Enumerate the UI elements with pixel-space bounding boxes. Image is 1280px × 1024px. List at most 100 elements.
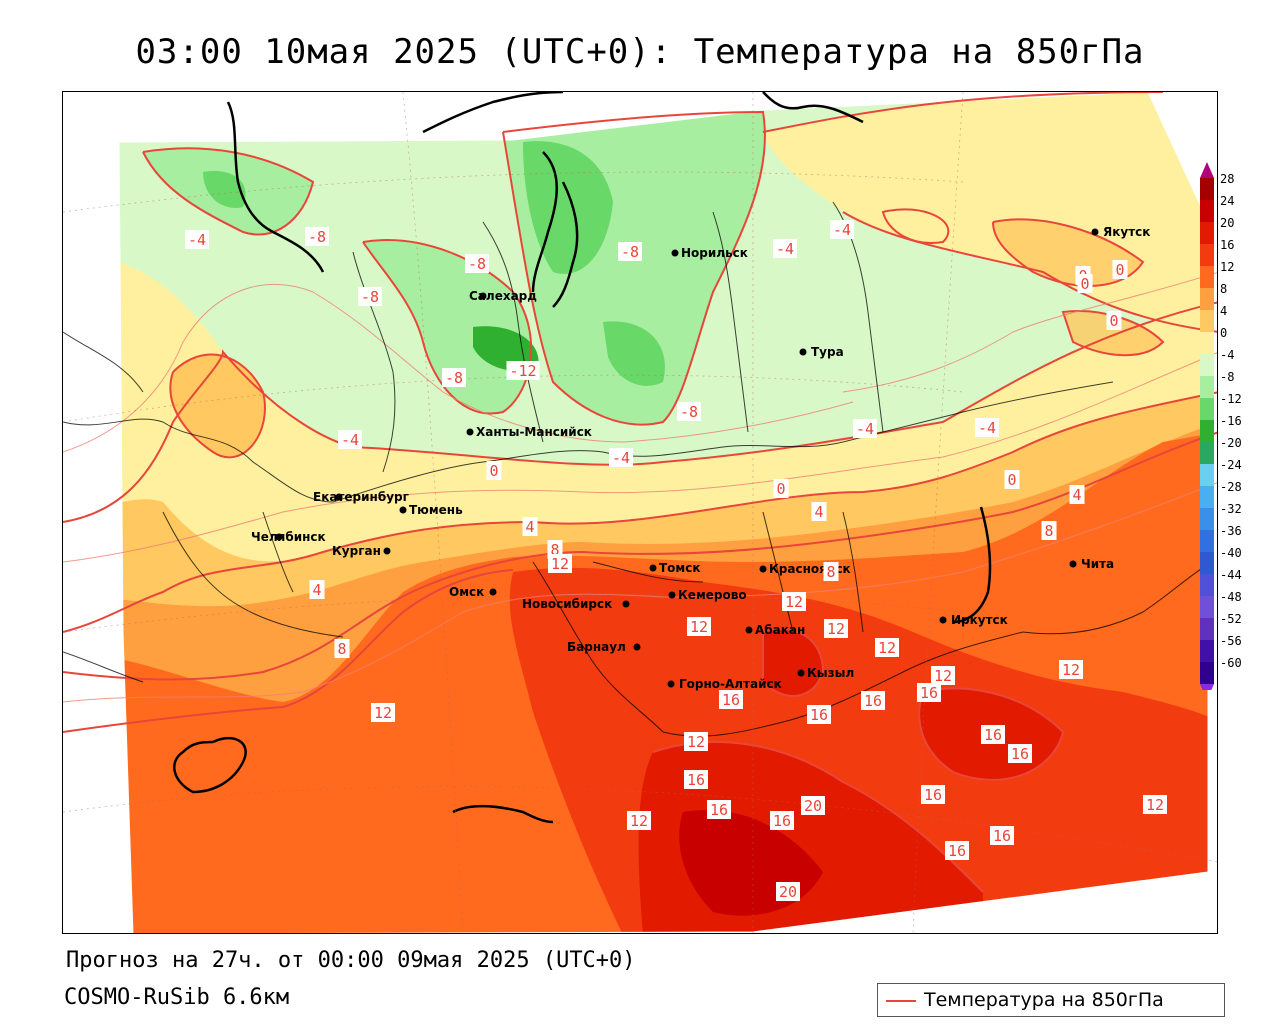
city-label: Омск: [449, 585, 484, 599]
isotherm-label-bg: [618, 242, 642, 261]
isotherm-label-bg: [1059, 660, 1083, 679]
city-dot: [466, 428, 474, 436]
isotherm-label-bg: [358, 287, 382, 306]
isotherm-label: 16: [864, 692, 882, 710]
isotherm-label: 0: [1007, 471, 1016, 489]
city-dot: [399, 506, 407, 514]
isotherm-label: 12: [687, 733, 705, 751]
isotherm-label-bg: [334, 639, 350, 658]
isotherm-label: 4: [814, 503, 823, 521]
isotherm-label: 12: [878, 639, 896, 657]
isotherm-label: -8: [308, 228, 326, 246]
city-label: Челябинск: [251, 530, 326, 544]
city-markers: Якутск Норильск Салехард Тура Ханты-Мансийск…: [251, 225, 1150, 691]
scale-tick-label: -32: [1220, 502, 1242, 516]
scale-tick-label: 8: [1220, 282, 1227, 296]
isotherm-label-bg: [875, 638, 899, 657]
city-dot: [479, 292, 487, 300]
scale-swatch: [1200, 662, 1214, 684]
isotherm-label: 16: [687, 771, 705, 789]
color-scale: 28 24 20 16 12 8 4 0 -4 -8 -12 -16 -20 -24 -28 -32 -36 -4…: [1198, 160, 1280, 700]
isotherm-label-bg: [719, 690, 743, 709]
isotherm-label-bg: [807, 705, 831, 724]
isotherm-label: 12: [630, 812, 648, 830]
scale-swatch: [1200, 244, 1214, 266]
city-dot: [649, 564, 657, 572]
isotherm-label: 8: [337, 640, 346, 658]
isotherm-label-bg: [522, 517, 538, 536]
isotherm-label-bg: [830, 220, 854, 239]
scale-swatch: [1200, 200, 1214, 222]
scale-swatch: [1200, 288, 1214, 310]
scale-tick-label: -56: [1220, 634, 1242, 648]
scale-tick-label: 12: [1220, 260, 1234, 274]
model-name: COSMO-RuSib 6.6км: [64, 985, 290, 1010]
scale-swatch: [1200, 178, 1214, 200]
city-label: Якутск: [1103, 225, 1150, 239]
isotherm-label-bg: [782, 592, 806, 611]
scale-top-arrow: [1200, 162, 1214, 178]
city-dot: [939, 616, 947, 624]
isotherm-label: 0: [1109, 312, 1118, 330]
scale-swatch: [1200, 398, 1214, 420]
isotherm-label: 12: [374, 704, 392, 722]
isotherm-label-bg: [1069, 485, 1085, 504]
city-label: Барнаул: [567, 640, 626, 654]
isotherm-label-bg: [185, 230, 209, 249]
isotherm-label: 20: [804, 797, 822, 815]
isotherm-label-bg: [1077, 274, 1093, 293]
city-label: Иркутск: [951, 613, 1008, 627]
city-dot: [799, 348, 807, 356]
isotherm-label: 0: [489, 462, 498, 480]
isotherm-label: 12: [1062, 661, 1080, 679]
legend-line-swatch: [886, 1000, 916, 1002]
isotherm-label-bg: [853, 419, 877, 438]
city-label: Кемерово: [678, 588, 747, 602]
isotherm-label-bg: [687, 617, 711, 636]
isotherm-label: 8: [826, 563, 835, 581]
map-title: 03:00 10мая 2025 (UTC+0): Температура на…: [135, 32, 1145, 72]
isotherm-label-bg: [801, 796, 825, 815]
isotherm-label-bg: [773, 239, 797, 258]
isotherm-label-bg: [990, 826, 1014, 845]
scale-swatch: [1200, 530, 1214, 552]
scale-swatch: [1200, 442, 1214, 464]
scale-tick-label: 28: [1220, 172, 1234, 186]
city-label: Ханты-Мансийск: [476, 425, 592, 439]
isotherm-label-bg: [1041, 521, 1057, 540]
scale-tick-label: 16: [1220, 238, 1234, 252]
temperature-field: [119, 92, 1208, 933]
isotherm-label-bg: [707, 800, 731, 819]
city-dot: [275, 533, 283, 541]
scale-tick-label: -28: [1220, 480, 1242, 494]
isotherm-label: 12: [785, 593, 803, 611]
isotherm-label-bg: [442, 368, 466, 387]
isotherm-label-bg: [305, 227, 329, 246]
scale-swatch: [1200, 310, 1214, 332]
scale-swatch: [1200, 552, 1214, 574]
isotherm-label: 0: [776, 480, 785, 498]
city-dot: [668, 591, 676, 599]
isotherm-label: 4: [525, 518, 534, 536]
city-dot: [797, 669, 805, 677]
scale-swatch: [1200, 574, 1214, 596]
scale-swatch: [1200, 354, 1214, 376]
city-label: Салехард: [469, 289, 537, 303]
isotherm-label: 16: [924, 786, 942, 804]
scale-tick-label: -12: [1220, 392, 1242, 406]
isotherm-label: 16: [920, 684, 938, 702]
isotherm-label-bg: [677, 402, 701, 421]
isotherm-label: 16: [773, 812, 791, 830]
coastlines: [173, 92, 992, 824]
city-dot: [1069, 560, 1077, 568]
city-label: Абакан: [755, 623, 805, 637]
isotherm-label: 16: [993, 827, 1011, 845]
isotherm-label-bg: [770, 811, 794, 830]
scale-swatch: [1200, 376, 1214, 398]
city-label: Чита: [1081, 557, 1114, 571]
map-legend: Температура на 850гПа: [877, 983, 1225, 1017]
temperature-map: Якутск Норильск Салехард Тура Ханты-Мансийск…: [62, 91, 1218, 934]
city-label: Томск: [659, 561, 701, 575]
city-dot: [745, 626, 753, 634]
isotherm-label-bg: [1106, 311, 1122, 330]
